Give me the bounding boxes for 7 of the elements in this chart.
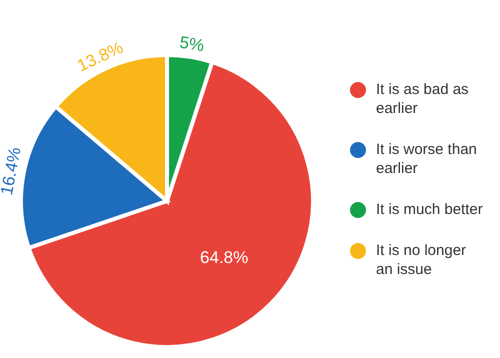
legend-label: It is worse than earlier: [376, 140, 478, 178]
data-label: 5%: [178, 32, 206, 56]
legend-label: It is no longer an issue: [376, 241, 468, 279]
legend-label: It is as bad as earlier: [376, 80, 470, 118]
data-label: 64.8%: [200, 248, 248, 267]
legend-label: It is much better: [376, 200, 484, 219]
data-label: 16.4%: [0, 146, 25, 197]
